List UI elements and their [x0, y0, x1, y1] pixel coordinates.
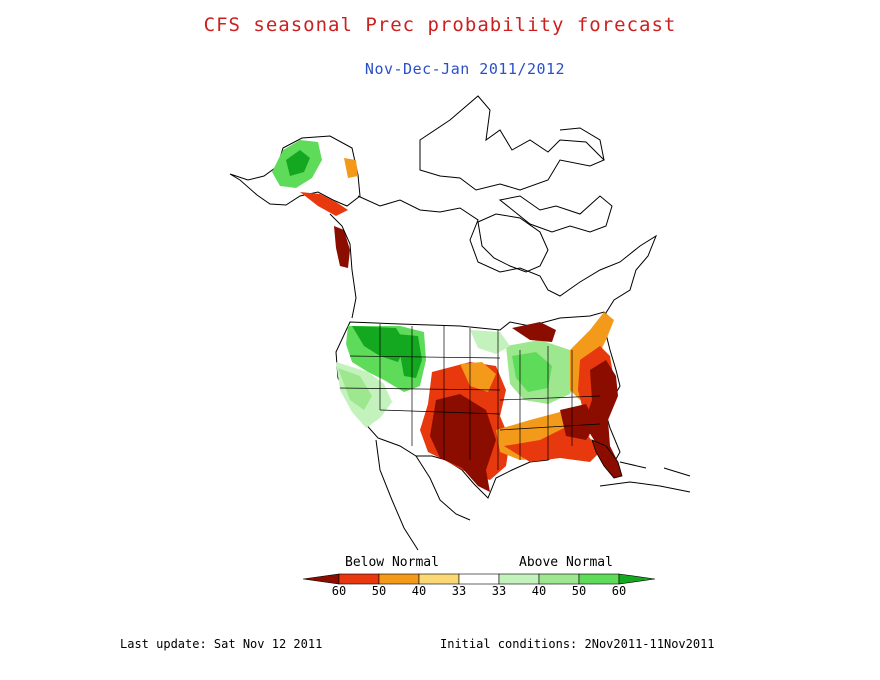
arctic-islands-outline: [419, 95, 605, 191]
alaska-dry-south: [300, 192, 348, 216]
greenland-outline: [559, 127, 605, 161]
colorbar-segment-below_40: [378, 573, 420, 585]
bc-coast-outline: [329, 213, 357, 319]
state-borders: [339, 324, 601, 470]
legend-above-label: Above Normal: [519, 555, 613, 570]
legend-tick-label: 40: [411, 584, 427, 598]
southeast-dry-60-inland: [560, 404, 596, 440]
map-subtitle: Nov-Dec-Jan 2011/2012: [364, 60, 566, 78]
northern-rockies-wet: [396, 334, 422, 378]
colorbar-segment-above_33: [498, 573, 540, 585]
hudson-bay-outline: [477, 213, 549, 273]
alaska-dry-north: [344, 158, 358, 178]
colorbar-segment-below_60: [302, 573, 340, 585]
bc-coast-dry: [334, 226, 350, 268]
legend-tick-label: 60: [331, 584, 347, 598]
great-lakes-dry: [512, 322, 556, 342]
colorbar-segment-above_60: [618, 573, 656, 585]
south-dry-40-edge: [460, 362, 496, 392]
midwest-wet-light: [470, 330, 510, 354]
legend-tick-label: 60: [611, 584, 627, 598]
southeast-dry-60: [584, 360, 618, 462]
legend-tick-label: 33: [491, 584, 507, 598]
legend-tick-label: 50: [371, 584, 387, 598]
colorbar-segment-above_40: [538, 573, 580, 585]
colorbar-segment-above_50: [578, 573, 620, 585]
alaska-wet-core: [286, 150, 310, 176]
last-update: Last update: Sat Nov 12 2011: [120, 637, 323, 651]
legend-tick-label: 50: [571, 584, 587, 598]
florida-dry: [591, 439, 623, 479]
legend-below-label: Below Normal: [345, 555, 439, 570]
baffin-outline: [498, 195, 613, 233]
initial-conditions: Initial conditions: 2Nov2011-11Nov2011: [440, 637, 715, 651]
basin-wet-40: [338, 368, 372, 410]
map-title: CFS seasonal Prec probability forecast: [203, 14, 677, 36]
colorbar-segment-below_33: [418, 573, 460, 585]
legend-tick-label: 40: [531, 584, 547, 598]
mexico-outline: [375, 439, 471, 551]
midwest-wet-core: [512, 352, 552, 392]
canada-outline: [357, 195, 658, 317]
caribbean-outline: [599, 461, 691, 493]
legend-tick-label: 33: [451, 584, 467, 598]
colorbar-segment-normal: [458, 573, 500, 585]
colorbar-segment-below_50: [338, 573, 380, 585]
south-dry-60: [430, 394, 496, 492]
northwest-wet-core: [352, 326, 406, 362]
